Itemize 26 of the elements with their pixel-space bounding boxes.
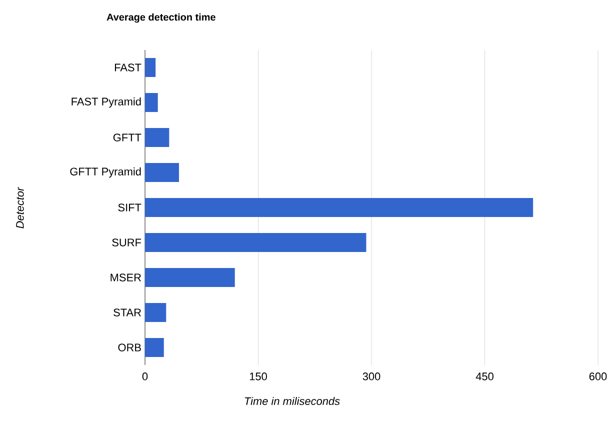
bar bbox=[145, 128, 170, 148]
y-tick-label: ORB bbox=[118, 344, 141, 352]
bar bbox=[145, 198, 534, 218]
x-tick-label: 300 bbox=[362, 372, 380, 380]
y-tick-label: FAST bbox=[114, 64, 142, 72]
bar bbox=[145, 58, 156, 78]
y-tick-label: SURF bbox=[112, 238, 142, 246]
y-axis-title: Detector bbox=[16, 186, 24, 228]
bar bbox=[145, 303, 166, 322]
bar bbox=[145, 163, 179, 182]
bar bbox=[145, 233, 366, 252]
y-tick-label: SIFT bbox=[118, 204, 142, 212]
y-tick-label: GFTT Pyramid bbox=[70, 167, 141, 178]
chart-title: Average detection time bbox=[106, 13, 216, 23]
y-tick-label: STAR bbox=[114, 308, 141, 316]
x-axis-title: Time in miliseconds bbox=[244, 396, 340, 406]
x-tick-label: 600 bbox=[589, 372, 607, 380]
bar bbox=[145, 93, 158, 112]
y-tick-label: MSER bbox=[110, 274, 141, 282]
x-tick-label: 0 bbox=[142, 372, 148, 380]
bar bbox=[145, 268, 235, 288]
x-tick-label: 150 bbox=[250, 372, 267, 380]
y-tick-label: GFTT bbox=[113, 134, 142, 142]
x-tick-label: 450 bbox=[476, 372, 494, 380]
y-tick-label: FAST Pyramid bbox=[72, 97, 141, 108]
bar bbox=[145, 338, 164, 358]
